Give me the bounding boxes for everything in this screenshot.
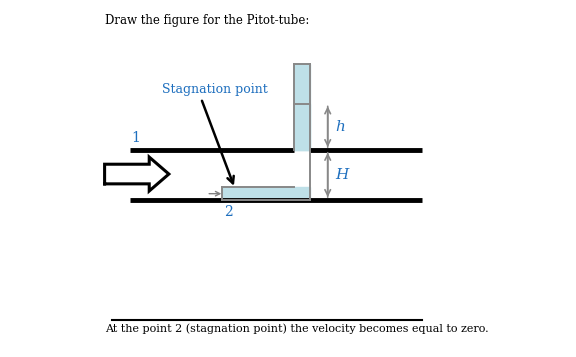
Text: 1: 1 [131, 131, 140, 145]
Text: Draw the figure for the Pitot-tube:: Draw the figure for the Pitot-tube: [105, 14, 309, 27]
Text: H: H [335, 168, 348, 182]
Text: Stagnation point: Stagnation point [162, 83, 267, 96]
Text: 2: 2 [224, 205, 233, 219]
Text: h: h [335, 120, 345, 134]
Text: At the point 2 (stagnation point) the velocity becomes equal to zero.: At the point 2 (stagnation point) the ve… [105, 323, 488, 334]
Polygon shape [105, 157, 169, 191]
Polygon shape [294, 104, 310, 150]
Polygon shape [222, 187, 310, 200]
Polygon shape [294, 64, 310, 150]
